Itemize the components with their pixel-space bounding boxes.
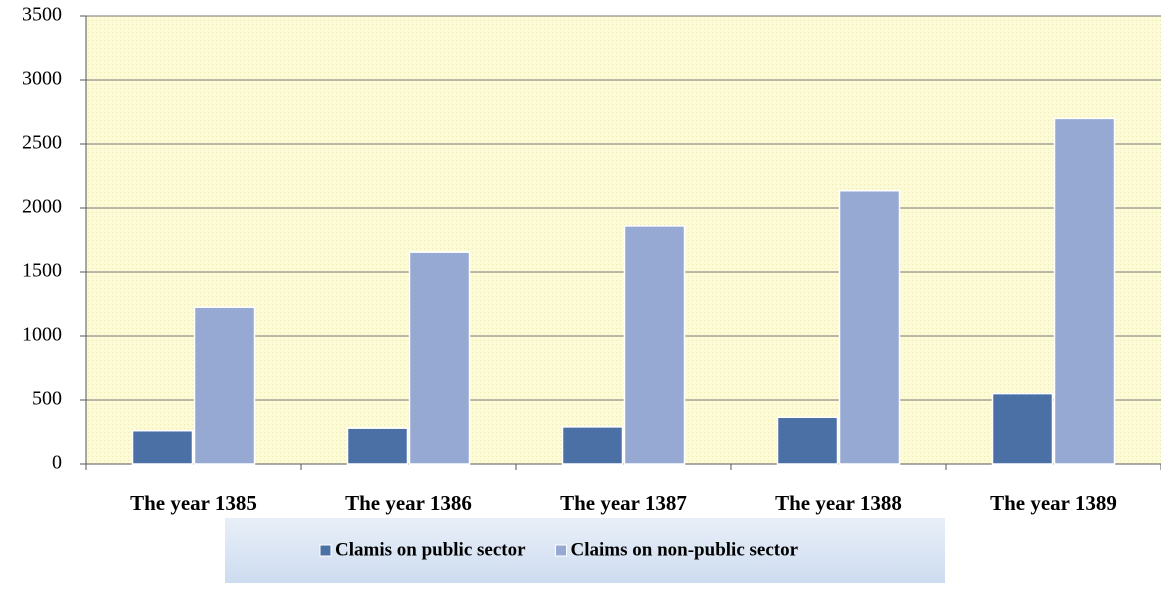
legend-label: Claims on non-public sector (571, 539, 799, 560)
y-tick-label: 1500 (22, 260, 62, 282)
legend-swatch (319, 544, 332, 557)
bar (131, 429, 194, 465)
y-tick-label: 1000 (22, 324, 62, 346)
y-tick-label: 3000 (22, 68, 62, 90)
y-tick-label: 500 (32, 388, 62, 410)
plot-area (86, 16, 1161, 464)
y-tick-label: 2500 (22, 132, 62, 154)
y-tick-label: 0 (52, 452, 62, 474)
x-tick-label: The year 1388 (775, 491, 902, 515)
bar (346, 427, 409, 465)
bar (408, 251, 471, 465)
x-tick-label: The year 1385 (130, 491, 257, 515)
legend-box (225, 518, 945, 583)
x-tick-label: The year 1389 (990, 491, 1117, 515)
y-tick-label: 3500 (22, 4, 62, 26)
legend-label: Clamis on public sector (335, 539, 526, 560)
bar (561, 426, 624, 465)
x-tick-label: The year 1386 (345, 491, 472, 515)
bar (1053, 117, 1116, 465)
y-tick-label: 2000 (22, 196, 62, 218)
bar (838, 189, 901, 465)
bar (193, 306, 256, 465)
legend-swatch (555, 544, 568, 557)
bar (623, 225, 686, 465)
bar (776, 416, 839, 465)
bar (991, 392, 1054, 465)
x-tick-label: The year 1387 (560, 491, 687, 515)
